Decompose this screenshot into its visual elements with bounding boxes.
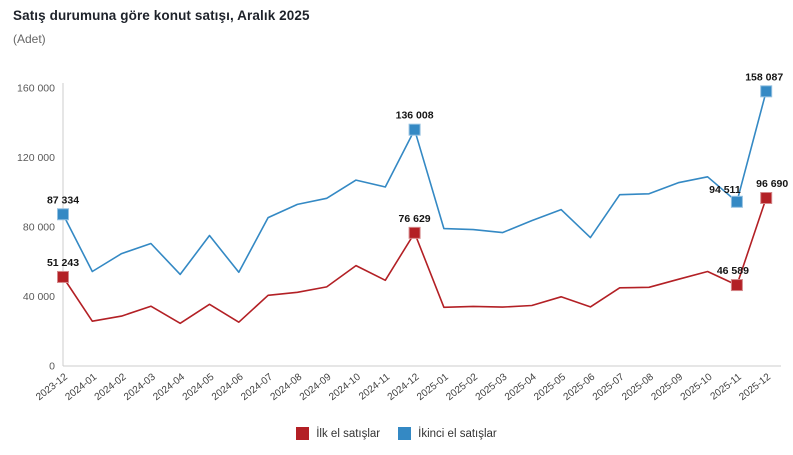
first-hand-swatch-icon <box>296 427 310 440</box>
data-point-marker[interactable] <box>760 192 773 205</box>
x-axis-tick-label: 2024-09 <box>298 371 334 403</box>
data-point-marker[interactable] <box>57 208 69 221</box>
second-hand-swatch-icon <box>398 427 412 440</box>
x-axis-tick-label: 2023-12 <box>34 371 70 403</box>
x-axis-tick-label: 2025-05 <box>532 371 568 403</box>
legend-label-second-hand: İkinci el satışlar <box>418 427 497 440</box>
x-axis-tick-label: 2024-01 <box>63 371 99 403</box>
chart-title: Satış durumuna göre konut satışı, Aralık… <box>13 8 310 23</box>
x-axis-tick-label: 2025-06 <box>562 371 598 403</box>
x-axis-tick-label: 2024-11 <box>357 371 392 402</box>
chart-header: Satış durumuna göre konut satışı, Aralık… <box>13 8 310 46</box>
y-axis-tick-label: 40 000 <box>23 291 55 303</box>
x-axis-tick-label: 2025-04 <box>503 371 539 403</box>
x-axis-tick-label: 2024-06 <box>210 371 246 403</box>
x-axis-tick-label: 2024-12 <box>386 371 422 403</box>
x-axis-tick-label: 2025-02 <box>444 371 480 403</box>
data-point-label: 158 087 <box>745 71 783 83</box>
data-point-marker[interactable] <box>760 85 773 98</box>
legend-label-first-hand: İlk el satışlar <box>316 427 381 440</box>
data-point-marker[interactable] <box>730 195 743 208</box>
x-axis-tick-label: 2025-08 <box>620 371 656 403</box>
x-axis-tick-label: 2024-05 <box>181 371 217 403</box>
x-axis-tick-label: 2024-10 <box>327 371 363 403</box>
data-point-label: 94 511 <box>709 184 741 196</box>
x-axis-tick-label: 2025-11 <box>709 371 744 402</box>
legend: İlk el satışlar İkinci el satışlar <box>0 427 793 440</box>
x-axis-tick-label: 2025-09 <box>649 371 685 403</box>
data-point-label: 96 690 <box>756 178 788 190</box>
x-axis-tick-label: 2025-12 <box>737 371 773 403</box>
y-axis-tick-label: 160 000 <box>17 83 55 95</box>
x-axis-tick-label: 2025-10 <box>679 371 715 403</box>
x-axis-tick-label: 2024-04 <box>151 371 187 403</box>
chart-subtitle: (Adet) <box>13 32 46 46</box>
x-axis-tick-label: 2024-07 <box>239 371 275 403</box>
data-point-label: 136 008 <box>396 110 434 122</box>
legend-item-second-hand[interactable]: İkinci el satışlar <box>398 427 497 440</box>
data-point-label: 87 334 <box>47 194 79 206</box>
y-axis-tick-label: 80 000 <box>23 222 55 234</box>
legend-item-first-hand[interactable]: İlk el satışlar <box>296 427 380 440</box>
data-point-marker[interactable] <box>730 279 743 292</box>
x-axis-tick-label: 2025-01 <box>415 371 451 403</box>
data-point-label: 76 629 <box>399 213 431 225</box>
y-axis-tick-label: 0 <box>49 361 55 373</box>
data-point-marker[interactable] <box>57 270 69 283</box>
x-axis-tick-label: 2025-03 <box>474 371 510 403</box>
data-point-marker[interactable] <box>408 226 421 239</box>
data-point-marker[interactable] <box>408 123 421 136</box>
y-axis-tick-label: 120 000 <box>17 152 55 164</box>
x-axis-tick-label: 2024-08 <box>269 371 305 403</box>
x-axis-tick-label: 2024-03 <box>122 371 158 403</box>
x-axis-tick-label: 2024-02 <box>93 371 129 403</box>
x-axis-tick-label: 2025-07 <box>591 371 627 403</box>
data-point-label: 51 243 <box>47 257 79 269</box>
data-point-label: 46 589 <box>717 265 749 277</box>
